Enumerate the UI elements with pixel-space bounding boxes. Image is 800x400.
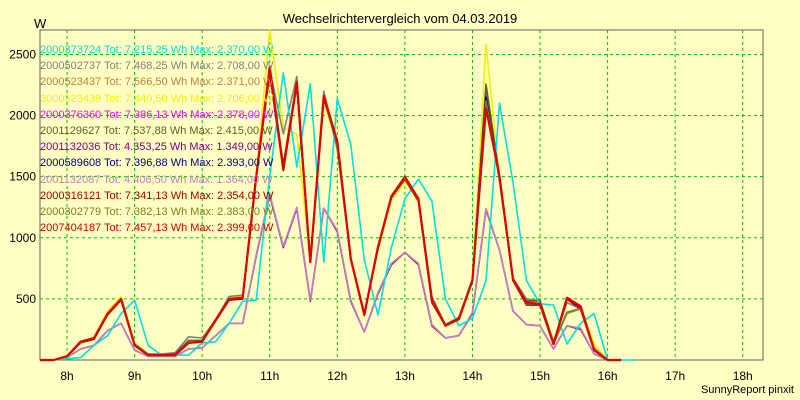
legend-entry: 2007404187 Tot: 7.457,13 Wh Max: 2.399,0… <box>40 222 274 235</box>
series-line-8 <box>40 193 622 361</box>
x-tick-label: 9h <box>128 369 141 383</box>
series-line-0 <box>40 72 635 361</box>
legend: 2000373724 Tot: 7.215,25 Wh Max: 2.370,0… <box>40 42 273 236</box>
legend-entry: 2000302779 Tot: 7.382,13 Wh Max: 2.383,0… <box>40 206 274 219</box>
y-tick-label: 2500 <box>9 47 36 61</box>
x-tick-label: 8h <box>60 369 73 383</box>
legend-entry: 2000316121 Tot: 7.341,13 Wh Max: 2.354,0… <box>40 189 274 202</box>
x-tick-label: 15h <box>530 369 550 383</box>
legend-entry: 3000523439 Tot: 7.440,50 Wh Max: 2.706,0… <box>40 92 274 105</box>
x-tick-label: 11h <box>260 369 279 383</box>
series-line-11 <box>40 65 622 362</box>
y-tick-label: 1500 <box>9 170 36 184</box>
legend-entry: 2001132036 Tot: 4.353,25 Wh Max: 1.349,0… <box>40 141 273 154</box>
legend-entry: 2000502737 Tot: 7.468,25 Wh Max: 2.708,0… <box>40 60 274 73</box>
y-axis-unit: W <box>34 16 47 31</box>
x-tick-label: 16h <box>598 369 618 383</box>
y-tick-label: 1000 <box>9 231 36 245</box>
x-tick-label: 17h <box>665 369 685 383</box>
footer-credit: SunnyReport pinxit <box>701 384 794 396</box>
chart-title: Wechselrichtervergleich vom 04.03.2019 <box>282 11 518 26</box>
y-tick-label: 500 <box>16 292 36 306</box>
plot-area <box>39 29 764 361</box>
legend-entry: 2000523437 Tot: 7.566,50 Wh Max: 2.371,0… <box>40 76 274 89</box>
legend-entry: 2000376360 Tot: 7.386,13 Wh Max: 2.378,0… <box>40 108 274 121</box>
x-tick-label: 10h <box>192 369 212 383</box>
legend-entry: 2000589608 Tot: 7.396,88 Wh Max: 2.393,0… <box>40 157 274 170</box>
y-tick-label: 2000 <box>9 109 36 123</box>
x-tick-label: 18h <box>733 369 753 383</box>
x-tick-label: 12h <box>327 369 347 383</box>
x-tick-label: 13h <box>395 369 415 383</box>
legend-entry: 2000373724 Tot: 7.215,25 Wh Max: 2.370,0… <box>40 44 274 56</box>
x-tick-label: 14h <box>462 369 482 383</box>
legend-entry: 2001132087 Tot: 4.406,50 Wh Max: 1.364,0… <box>40 173 273 186</box>
legend-entry: 2001129627 Tot: 7.537,88 Wh Max: 2.415,0… <box>40 125 273 138</box>
